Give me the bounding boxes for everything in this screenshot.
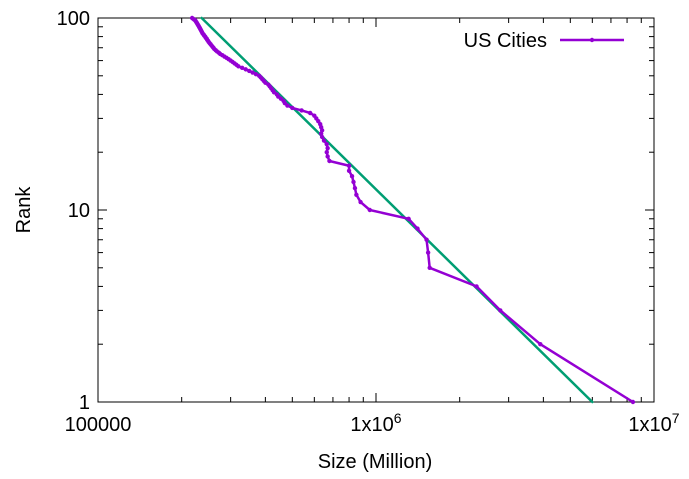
data-point (424, 237, 429, 242)
data-point (474, 284, 479, 289)
data-point (367, 207, 373, 213)
data-point (324, 142, 329, 147)
legend-marker (589, 37, 595, 43)
data-point (349, 173, 355, 179)
data-point (325, 154, 330, 159)
data-point (427, 265, 432, 270)
data-point (406, 216, 411, 221)
legend: US Cities (464, 30, 624, 52)
y-tick-label: 100 (57, 8, 90, 30)
data-point (324, 150, 329, 155)
data-point (327, 158, 332, 164)
data-point (189, 15, 195, 21)
y-tick-label: 1 (79, 392, 90, 414)
data-point (346, 163, 352, 168)
data-point (352, 185, 358, 191)
data-point (415, 226, 420, 231)
legend-label: US Cities (464, 30, 547, 52)
data-point (354, 192, 359, 197)
data-point (630, 399, 636, 405)
data-point (498, 308, 503, 313)
data-point (253, 71, 259, 77)
data-point (299, 108, 304, 113)
data-point (358, 199, 363, 205)
data-point (351, 179, 356, 185)
data-point (319, 134, 325, 140)
x-axis-label: Size (Million) (318, 451, 432, 473)
data-point (308, 110, 313, 116)
plot-frame (97, 17, 655, 403)
y-axis-label: Rank (13, 186, 35, 234)
data-point (290, 105, 295, 111)
y-tick-label: 10 (68, 200, 90, 222)
data-point (247, 68, 252, 74)
data-point (346, 168, 352, 174)
data-point (325, 145, 330, 151)
axes: 100000 1x106 1x107 1 10 100 (57, 8, 680, 436)
data-point (425, 250, 431, 255)
x-tick-label: 100000 (65, 414, 132, 436)
data-point (250, 70, 255, 75)
x-tick-label: 1x106 (350, 410, 401, 436)
data-point (312, 113, 317, 118)
x-tick-label: 1x107 (628, 410, 679, 436)
data-point (321, 138, 327, 143)
data-series (189, 15, 636, 405)
data-point (243, 67, 248, 72)
data-point (538, 342, 543, 347)
data-point (239, 65, 245, 71)
